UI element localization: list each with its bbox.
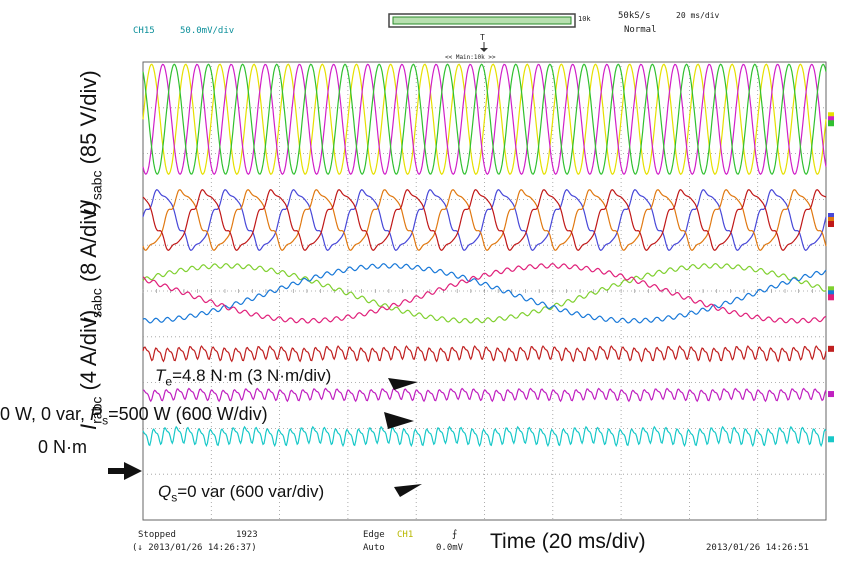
zoom-window-indicator xyxy=(388,13,576,28)
channel-label: CH15 xyxy=(133,26,155,36)
end-timestamp: 2013/01/26 14:26:51 xyxy=(706,543,809,553)
waveform-traces xyxy=(142,63,827,448)
trace-Usb xyxy=(142,63,827,175)
te-annotation: Te=4.8 N·m (3 N·m/div) xyxy=(155,366,332,389)
trace-Isb xyxy=(142,189,827,251)
marker-Qs xyxy=(828,436,834,443)
sample-rate: 50kS/s xyxy=(618,11,651,21)
marker-Irc xyxy=(828,294,834,301)
marker-Usc xyxy=(828,120,834,127)
trace-Usa xyxy=(142,63,827,175)
trigger-label: T xyxy=(480,33,485,42)
trace-Ps xyxy=(142,387,827,403)
isabc-label: Isabc (8 A/div) xyxy=(76,201,105,324)
marker-Usb xyxy=(828,116,834,123)
main-zoom-label: << Main:10k >> xyxy=(445,54,496,61)
time-div-readout: 20 ms/div xyxy=(676,11,720,20)
acq-mode: Normal xyxy=(624,25,657,35)
ps-annotation: 0 W, 0 var, Ps=500 W (600 W/div) xyxy=(0,404,268,428)
qs-annotation: Qs=0 var (600 var/div) xyxy=(158,482,325,505)
zero-torque-annotation: 0 N·m xyxy=(38,437,87,457)
start-timestamp: (↓ 2013/01/26 14:26:37) xyxy=(132,543,257,553)
trigger-type: Edge xyxy=(363,530,385,540)
marker-Isb xyxy=(828,217,834,224)
trace-Isa xyxy=(142,189,827,251)
channel-markers xyxy=(828,112,834,443)
plot-grid xyxy=(142,61,827,521)
zoom-window-fill xyxy=(392,16,572,25)
te-arrow-icon xyxy=(388,378,418,390)
acq-count: 1923 xyxy=(236,530,258,540)
trigger-position-icon xyxy=(480,42,488,52)
trigger-mode: Auto xyxy=(363,543,385,553)
trace-Te xyxy=(142,345,827,363)
marker-Isc xyxy=(828,221,834,228)
usabc-label: Usabc (85 V/div) xyxy=(76,70,105,216)
marker-Usa xyxy=(828,112,834,119)
channel-scale: 50.0mV/div xyxy=(180,26,235,36)
edge-rise-icon: ⨍ xyxy=(452,529,458,540)
ps-arrow-icon xyxy=(384,412,414,429)
trace-Ira xyxy=(142,262,827,324)
marker-Te xyxy=(828,345,834,352)
marker-Ps xyxy=(828,391,834,398)
trace-Irc xyxy=(142,262,827,324)
zoom-label: 10k xyxy=(578,15,591,23)
marker-Isa xyxy=(828,213,834,220)
x-axis-label: Time (20 ms/div) xyxy=(490,530,646,553)
zero-arrow-icon xyxy=(108,462,142,480)
marker-Irb xyxy=(828,290,834,297)
trace-Qs xyxy=(142,425,827,448)
trigger-channel: CH1 xyxy=(397,530,414,540)
qs-arrow-icon xyxy=(394,484,422,497)
trigger-level: 0.0mV xyxy=(436,543,464,553)
trace-Irb xyxy=(142,263,827,324)
trace-Isc xyxy=(142,189,827,251)
acq-status: Stopped xyxy=(138,530,176,540)
trace-Usc xyxy=(142,63,827,175)
marker-Ira xyxy=(828,286,834,293)
